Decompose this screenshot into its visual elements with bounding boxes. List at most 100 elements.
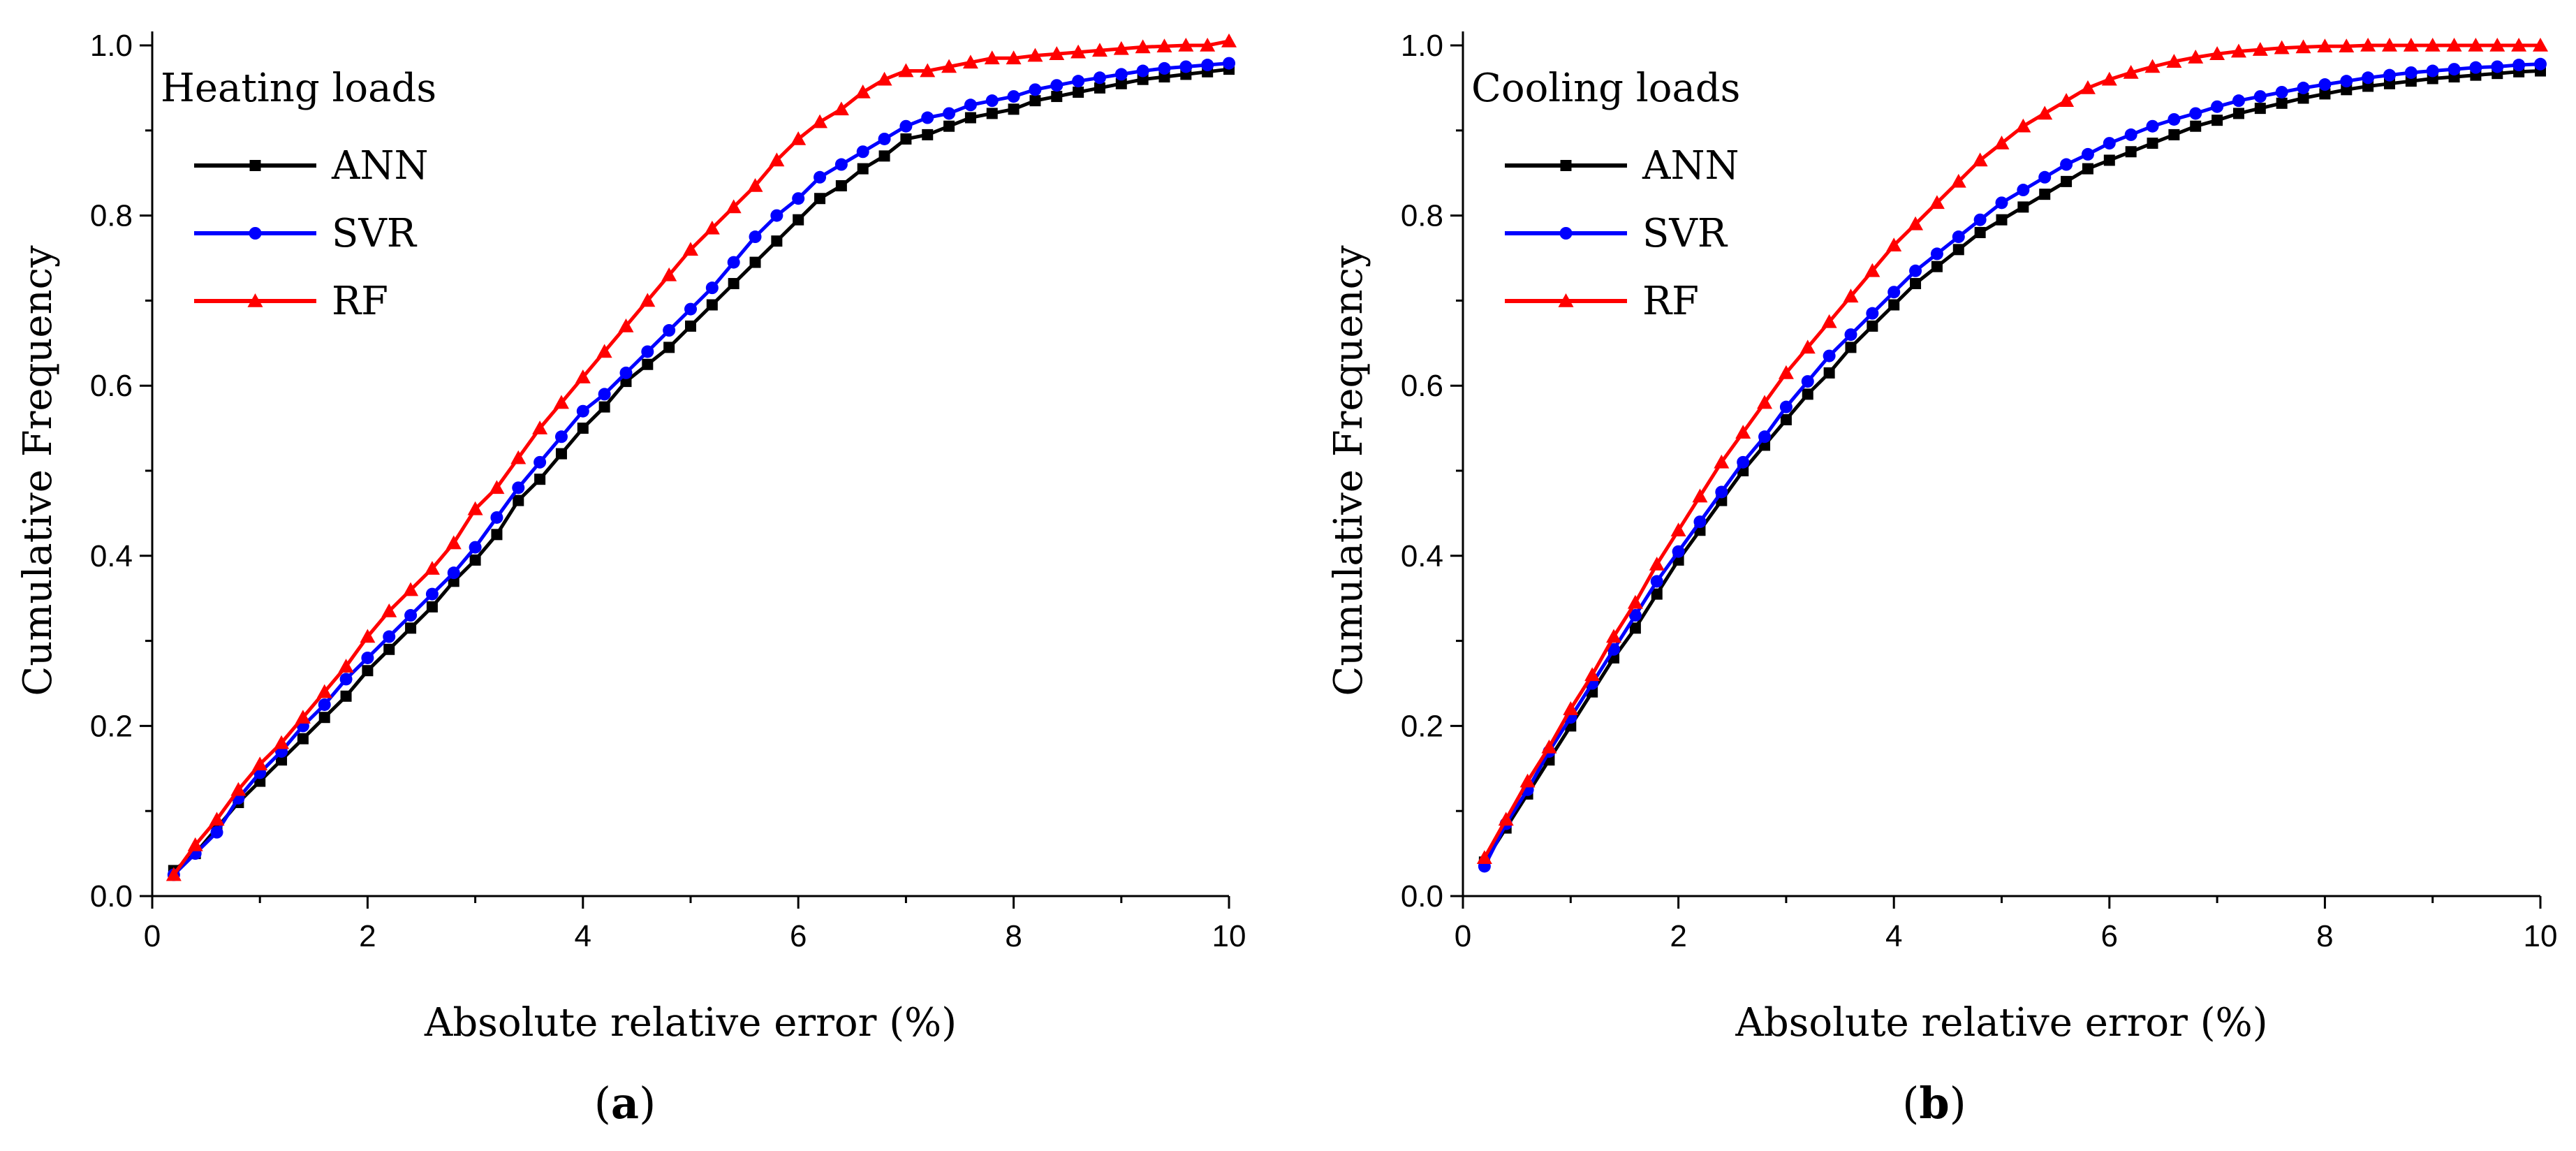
data-point-rf [532,420,548,434]
data-point-ann [405,622,417,634]
data-point-svr [2060,158,2073,171]
data-point-rf [2489,38,2505,52]
data-point-rf [1541,739,1557,754]
data-point-svr [576,404,589,418]
data-point-svr [1007,90,1020,103]
data-point-rf [2274,40,2290,54]
data-point-rf [1929,195,1945,210]
data-point-rf [2339,38,2355,53]
y-tick-label: 0.4 [90,539,133,573]
data-point-ann [555,448,567,460]
data-point-rf [855,84,871,98]
data-point-rf [575,369,591,383]
y-axis-title: Cumulative Frequency [15,245,61,696]
data-point-svr [318,698,331,711]
data-point-ann [297,733,309,745]
data-point-ann [2017,201,2029,213]
data-point-rf [2037,105,2053,120]
y-tick-label: 0.8 [90,199,133,233]
legend-label-rf: RF [332,279,388,324]
data-point-ann [2103,154,2115,166]
chart-cooling-loads: 0 2 4 6 8 10 0.0 0.2 0.4 0.6 0.8 1.0 Absolute relati… [1326,29,2557,1129]
data-point-rf [1563,701,1579,715]
caption-letter: b [1919,1078,1949,1129]
data-point-svr [792,192,805,205]
data-point-rf [1649,556,1665,571]
data-point-ann [1115,78,1127,89]
data-point-ann [2125,146,2137,158]
data-point-rf [2230,43,2246,58]
data-point-svr [1909,264,1922,277]
data-point-rf [1843,288,1859,303]
data-point-ann [2190,120,2202,132]
data-point-svr [878,132,891,145]
data-point-svr [1628,609,1642,622]
data-point-rf [1735,425,1751,439]
data-point-ann [1158,71,1170,83]
data-point-rf [403,582,419,596]
data-point-svr [2017,184,2030,197]
data-point-rf [2360,38,2376,52]
data-point-svr [1179,60,1193,73]
data-point-ann [900,133,912,145]
data-point-ann [2405,75,2417,87]
data-point-svr [1114,68,1128,81]
data-point-ann [2383,78,2395,89]
data-point-rf [1584,667,1600,682]
data-point-ann [1931,261,1943,272]
data-point-svr [1737,455,1750,469]
data-point-svr [663,324,676,337]
data-point-svr [554,430,568,443]
y-tick-label: 0.0 [90,879,133,914]
data-point-svr [921,111,934,124]
series-line-ann [172,67,1230,872]
x-tick-label: 6 [2101,919,2118,953]
x-tick-label: 4 [1885,919,1902,953]
x-tick-label: 0 [1455,919,1471,953]
data-point-svr [2318,78,2332,91]
data-point-svr [727,256,740,269]
data-point-rf [876,71,892,86]
legend-label-rf: RF [1642,279,1699,324]
caption-open-paren: ( [594,1078,611,1129]
data-point-rf [1950,173,1966,188]
caption-letter: a [611,1078,639,1129]
data-point-rf [2166,54,2182,68]
data-point-rf [1476,850,1492,864]
data-point-ann [362,665,374,677]
series-ann [1478,65,2546,868]
data-point-rf [704,220,720,235]
x-axis-title: Absolute relative error (%) [1735,1000,2267,1046]
data-point-svr [2081,147,2094,161]
data-point-svr [512,481,525,494]
data-point-svr [210,826,223,839]
data-point-svr [1672,545,1685,558]
data-point-svr [1995,196,2008,210]
data-point-svr [2103,137,2116,150]
data-point-rf [295,710,311,724]
data-point-rf [833,101,849,116]
data-point-svr [2362,71,2375,85]
data-point-ann [1888,299,1900,311]
data-point-ann [964,112,976,124]
data-point-svr [1072,75,1085,88]
data-point-ann [943,120,955,132]
data-point-rf [618,318,634,332]
data-point-svr [2297,81,2310,94]
x-tick-label: 8 [1005,919,1022,953]
data-point-svr [1693,515,1707,529]
data-point-svr [404,609,418,622]
data-point-rf [726,199,742,214]
data-point-svr [641,345,654,358]
data-point-ann [2297,92,2309,104]
data-point-svr [2340,75,2353,88]
data-point-rf [1519,773,1536,788]
data-point-ann [2341,84,2353,96]
data-point-svr [2275,85,2288,98]
data-point-ann [1137,73,1149,85]
data-point-svr [361,651,374,664]
data-point-svr [1758,430,1772,443]
data-point-rf [1135,39,1151,54]
data-point-svr [1158,61,1171,75]
